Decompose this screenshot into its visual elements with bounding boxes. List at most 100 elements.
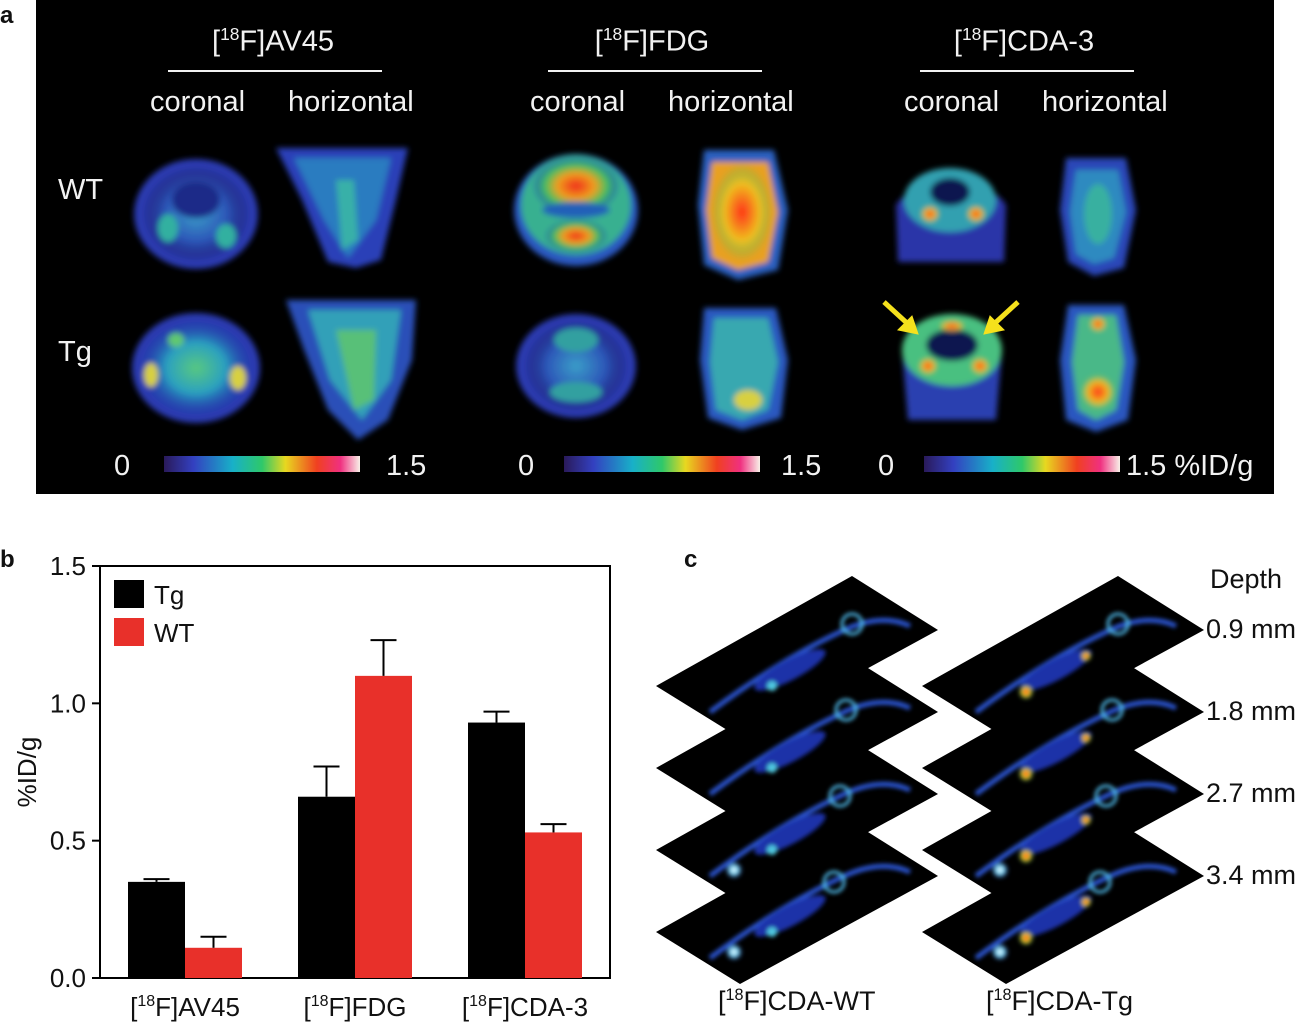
bar-tg-1 (298, 796, 355, 978)
view-label-horizontal: horizontal (288, 86, 414, 118)
y-tick-label-2: 1.0 (50, 688, 86, 718)
colorbar-min-cda3: 0 (878, 450, 895, 482)
slice-signal-wt-3 (708, 863, 912, 961)
panel-a-letter: a (0, 2, 14, 29)
scan-av45-tg-horizontal (286, 300, 416, 440)
colorbar-max-cda3: 1.5 %ID/g (1126, 450, 1254, 482)
slice-body-tg-0 (1020, 649, 1092, 691)
x-tick-label-2: [18F]CDA-3 (462, 992, 588, 1022)
scan-av45-wt-coronal (134, 159, 258, 269)
slice-signal-wt-2 (708, 781, 912, 879)
view-label-horizontal: horizontal (1042, 86, 1168, 118)
colorbar-min-fdg: 0 (518, 450, 535, 482)
row-label-tg: Tg (58, 336, 92, 368)
row-label-wt: WT (58, 174, 104, 206)
slice-wt-1 (656, 658, 938, 820)
depth-slices-panel: Depth 0.9 mm 1.8 mm 2.7 mm 3.4 mm [18F]C… (640, 540, 1312, 1023)
slice-ring-tg-1 (1100, 698, 1124, 722)
slice-ring-wt-2 (828, 784, 852, 808)
legend-swatch-tg (114, 580, 144, 608)
colorbar-max-fdg: 1.5 (781, 450, 822, 482)
slice-ring-tg-3 (1088, 870, 1112, 894)
depth-label-3: 3.4 mm (1206, 860, 1297, 890)
pet-scans-svg (132, 148, 1136, 440)
bar-chart-uptake: 0.0 0.5 1.0 1.5 %ID/g [18F]AV45 [18F]FDG [18F]C… (12, 551, 611, 1022)
slice-dot-wt-2 (767, 845, 777, 855)
slice-ring-tg-2 (1094, 784, 1118, 808)
slice-tissue-wt-1 (708, 699, 912, 797)
view-label-coronal: coronal (904, 86, 1000, 118)
slice-hot2-tg-0 (1080, 650, 1092, 662)
scan-cda3-wt-coronal (896, 168, 1006, 262)
tracer-title-av45: [18F]AV45 (212, 24, 334, 58)
title-underline-av45 (168, 70, 382, 72)
slice-hot-tg-2 (1018, 848, 1034, 864)
slice-signal-tg-3 (974, 863, 1178, 961)
slice-hot-tg-0 (1018, 684, 1034, 700)
slice-spot-tg-3 (991, 943, 1009, 961)
slice-body-wt-3 (754, 895, 826, 937)
colorbar-max-av45: 1.5 (386, 450, 427, 482)
slice-tissue-tg-0 (974, 617, 1178, 715)
colorbar-cda3 (924, 456, 1120, 472)
slice-tg-1 (922, 658, 1204, 820)
colorbar-av45 (164, 456, 360, 472)
slice-tg-3 (922, 822, 1204, 984)
slice-hot2-tg-1 (1080, 732, 1092, 744)
scan-av45-tg-coronal (132, 313, 260, 423)
panel-b-letter: b (0, 546, 15, 573)
slice-tissue-tg-1 (974, 699, 1178, 797)
scan-fdg-tg-horizontal (700, 308, 788, 430)
y-axis-label: %ID/g (12, 737, 42, 808)
bar-tg-2 (468, 722, 525, 978)
depth-label-0: 0.9 mm (1206, 614, 1297, 644)
slice-body-tg-2 (1020, 813, 1092, 855)
slice-tissue-wt-0 (708, 617, 912, 715)
slice-body-wt-0 (754, 649, 826, 691)
depth-label-2: 2.7 mm (1206, 778, 1297, 808)
y-tick-label-1: 0.5 (50, 826, 86, 856)
tracer-title-cda3: [18F]CDA-3 (953, 24, 1095, 58)
view-label-coronal: coronal (150, 86, 246, 118)
slices-cda-tg (922, 576, 1204, 984)
x-tick-label-0: [18F]AV45 (130, 992, 240, 1022)
depth-title: Depth (1210, 564, 1283, 594)
view-label-coronal: coronal (530, 86, 626, 118)
scan-fdg-wt-coronal (514, 154, 638, 266)
panel-c-letter: c (684, 546, 698, 573)
legend-label-wt: WT (154, 618, 195, 648)
slice-body-tg-1 (1020, 731, 1092, 773)
chart-legend: Tg WT (114, 580, 195, 648)
yellow-arrow-icon-left (882, 300, 919, 335)
slice-dot-wt-3 (767, 927, 777, 937)
slice-signal-tg-2 (974, 781, 1178, 879)
bar-tg-0 (128, 881, 185, 978)
scan-cda3-tg-coronal (902, 314, 1002, 420)
slice-tissue-tg-3 (974, 863, 1178, 961)
colorbar-min-av45: 0 (114, 450, 131, 482)
depth-label-1: 1.8 mm (1206, 696, 1297, 726)
y-tick-label-3: 1.5 (50, 551, 86, 581)
tracer-title-fdg: [18F]FDG (594, 24, 710, 58)
scan-cda3-tg-horizontal (1060, 305, 1136, 432)
slice-body-tg-3 (1020, 895, 1092, 937)
slice-dot-wt-0 (767, 681, 777, 691)
slice-wt-2 (656, 740, 938, 902)
slice-hot2-tg-2 (1080, 814, 1092, 826)
slice-tg-0 (922, 576, 1204, 738)
slice-spot-wt-2 (725, 861, 743, 879)
yellow-arrow-icon-right (983, 300, 1020, 335)
slice-spot-wt-3 (725, 943, 743, 961)
slice-body-wt-1 (754, 731, 826, 773)
slice-hot2-tg-3 (1080, 896, 1092, 908)
slice-dot-wt-1 (767, 763, 777, 773)
scan-cda3-wt-horizontal (1060, 158, 1136, 276)
slice-signal-tg-1 (974, 698, 1178, 797)
chart-bars (128, 639, 582, 978)
legend-label-tg: Tg (154, 580, 184, 610)
slice-ring-tg-0 (1106, 612, 1130, 636)
x-tick-label-1: [18F]FDG (303, 992, 406, 1022)
scan-av45-wt-horizontal (276, 148, 408, 268)
column-label-cda-wt: [18F]CDA-WT (718, 986, 876, 1016)
slice-wt-0 (656, 576, 938, 738)
